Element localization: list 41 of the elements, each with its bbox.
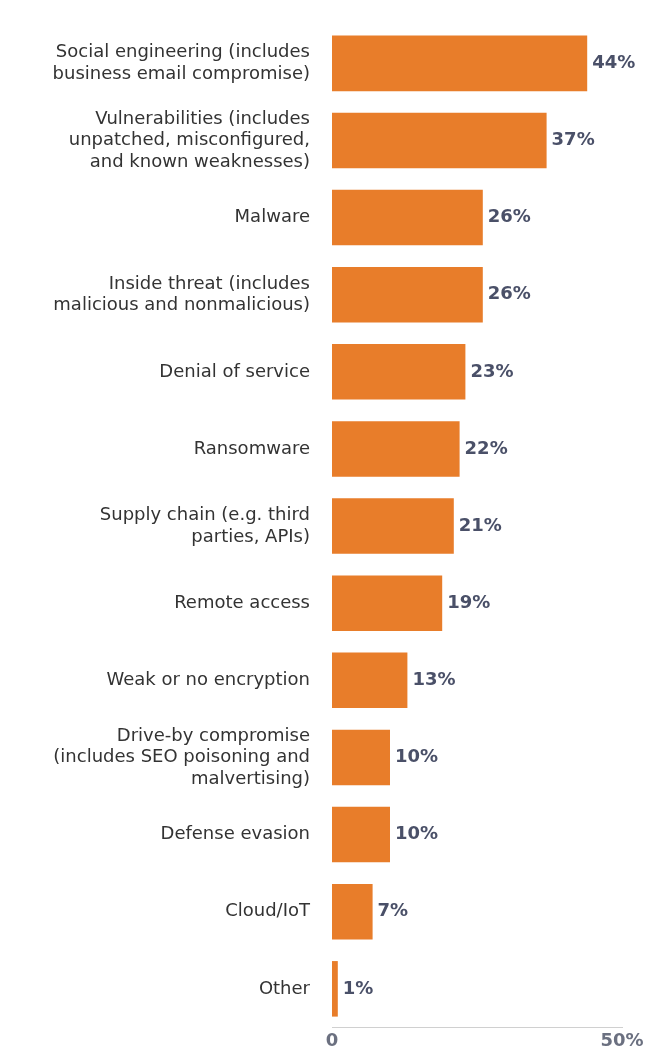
y-tick-label: Vulnerabilities (includes unpatched, misconfigured, and known weaknesses) bbox=[68, 106, 310, 171]
data-label: 13% bbox=[412, 668, 456, 690]
bar bbox=[332, 806, 390, 863]
data-label: 22% bbox=[464, 436, 508, 458]
bar bbox=[332, 498, 454, 554]
bar bbox=[332, 961, 338, 1017]
bar bbox=[332, 344, 466, 400]
data-label: 21% bbox=[458, 513, 502, 535]
data-label: 19% bbox=[447, 590, 491, 612]
x-tick-label: 0 bbox=[325, 1028, 339, 1050]
bar bbox=[332, 883, 373, 940]
bar bbox=[332, 266, 483, 323]
y-tick-label: Weak or no encryption bbox=[106, 668, 310, 690]
y-tick-label: Cloud/IoT bbox=[225, 899, 311, 921]
data-label: 10% bbox=[395, 822, 439, 844]
y-tick-label: Supply chain (e.g. third parties, APIs) bbox=[99, 502, 310, 546]
y-tick-label: Ransomware bbox=[193, 436, 310, 458]
y-tick-label: Inside threat (includes malicious and nonmalicious) bbox=[53, 271, 310, 315]
data-label: 26% bbox=[487, 205, 531, 227]
bar bbox=[332, 421, 460, 477]
bar bbox=[332, 189, 483, 246]
data-label: 1% bbox=[342, 976, 374, 998]
bar bbox=[332, 112, 547, 169]
y-tick-label: Defense evasion bbox=[160, 822, 310, 844]
data-label: 37% bbox=[551, 128, 595, 150]
y-tick-label: Other bbox=[258, 976, 311, 998]
bar bbox=[332, 652, 408, 709]
bar bbox=[332, 35, 588, 92]
data-label: 23% bbox=[470, 359, 514, 381]
bar bbox=[332, 575, 443, 631]
data-label: 26% bbox=[487, 282, 531, 304]
y-tick-label: Remote access bbox=[174, 590, 310, 612]
data-label: 10% bbox=[395, 745, 439, 767]
data-label: 7% bbox=[377, 899, 409, 921]
y-tick-label: Drive-by compromise (includes SEO poisoning and malvertising) bbox=[53, 723, 310, 788]
bar bbox=[332, 729, 390, 786]
y-tick-label: Denial of service bbox=[159, 359, 310, 381]
y-tick-label: Social engineering (includes business email compromise) bbox=[52, 40, 310, 83]
x-tick-label: 50% bbox=[600, 1028, 644, 1050]
data-label: 44% bbox=[592, 51, 636, 73]
y-tick-label: Malware bbox=[234, 205, 310, 227]
